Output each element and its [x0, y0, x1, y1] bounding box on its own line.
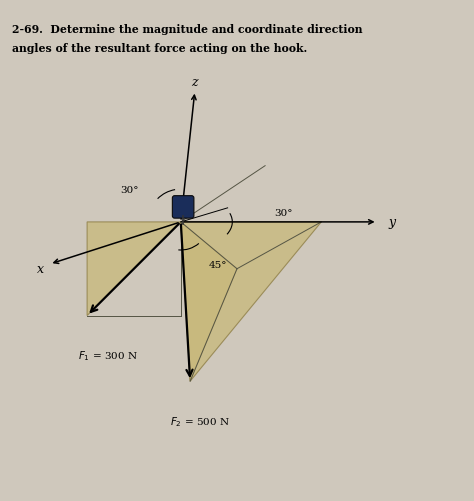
Text: 30°: 30°: [274, 208, 293, 217]
Text: $F_2$ = 500 N: $F_2$ = 500 N: [170, 414, 229, 428]
Text: x: x: [37, 263, 44, 276]
Polygon shape: [87, 222, 181, 316]
Polygon shape: [181, 222, 321, 381]
Polygon shape: [181, 222, 237, 381]
FancyBboxPatch shape: [173, 196, 194, 219]
Text: 30°: 30°: [120, 185, 138, 194]
Text: z: z: [191, 76, 198, 89]
Text: angles of the resultant force acting on the hook.: angles of the resultant force acting on …: [12, 43, 308, 54]
Text: 2-69.  Determine the magnitude and coordinate direction: 2-69. Determine the magnitude and coordi…: [12, 24, 363, 35]
Text: 45°: 45°: [209, 260, 228, 269]
Text: $F_1$ = 300 N: $F_1$ = 300 N: [78, 349, 137, 362]
Text: y: y: [388, 216, 395, 229]
